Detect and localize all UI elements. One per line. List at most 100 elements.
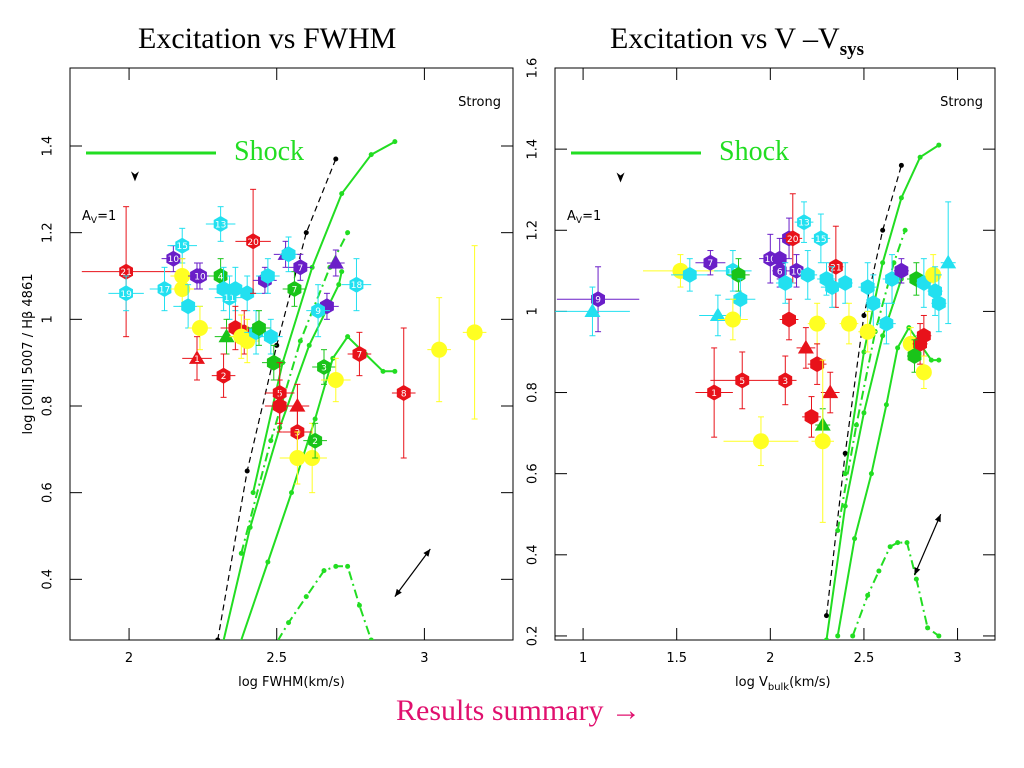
left-point-label: 11: [224, 294, 235, 304]
right-ytick-label: 0.4: [526, 544, 541, 565]
right-data-point: [894, 262, 909, 279]
left-arrowhead-icon: [423, 549, 431, 557]
right-model-vertex: [876, 568, 882, 574]
right-data-point: [709, 307, 726, 322]
right-data-point: [931, 295, 946, 312]
right-data-point: [810, 356, 825, 373]
right-data-point: [809, 315, 826, 332]
right-model-vertex: [917, 154, 923, 160]
right-model-vertex: [853, 422, 859, 428]
right-point-label: 15: [815, 235, 826, 245]
right-data-point: [825, 279, 839, 296]
left-model-vertex: [368, 637, 374, 640]
right-model-vertex: [936, 633, 942, 639]
right-data-point: [782, 311, 796, 328]
left-model-vertex: [303, 230, 309, 236]
right-x-axis-label: log Vbulk(km/s): [735, 675, 831, 693]
left-point-label: 9: [315, 307, 321, 317]
right-ytick-label: 1.2: [526, 220, 541, 241]
left-point-label: 1: [194, 355, 200, 365]
left-av-arrow-icon: [130, 171, 139, 182]
right-point-label: 7: [708, 259, 714, 269]
right-point-label: 6: [777, 267, 783, 277]
left-plot-content: 21191710151013411207718912532378: [81, 139, 487, 651]
right-data-point: [907, 348, 922, 364]
left-point-label: 3: [321, 364, 327, 374]
right-data-point: [916, 327, 931, 344]
right-shock-legend-label: Shock: [719, 136, 789, 167]
left-data-point: [252, 320, 266, 336]
right-plot-content: 97111062010131521153: [555, 142, 957, 640]
left-data-point: [188, 350, 205, 364]
left-data-point: [246, 233, 260, 250]
left-point-label: 15: [177, 242, 188, 252]
left-data-point: [181, 298, 196, 315]
left-point-label: 20: [247, 238, 259, 248]
left-model-vertex: [265, 559, 271, 565]
left-data-point: [266, 354, 281, 371]
right-av-label: AV=1: [567, 209, 601, 226]
right-xtick-label: 3: [953, 651, 961, 666]
left-model-vertex: [333, 563, 339, 569]
left-model-vertex: [392, 368, 398, 374]
right-plot: 1 1.5 2 2.5 3 0.2 0.4 0.6 0.8 1 1.2 1.4 1.6 log Vbulk…: [526, 58, 996, 693]
right-ytick-label: 0.6: [526, 463, 541, 484]
right-data-point: [778, 275, 793, 291]
right-model-vertex: [883, 402, 889, 408]
left-model-vertex: [380, 368, 386, 374]
left-data-point: [240, 285, 255, 302]
left-data-point: [431, 341, 448, 358]
right-data-point: [772, 262, 787, 279]
right-model-line: [836, 229, 907, 531]
right-data-point: [866, 295, 881, 312]
left-data-point: [119, 285, 133, 302]
left-model-vertex: [286, 620, 292, 626]
right-data-point: [591, 291, 605, 308]
right-point-label: 1: [711, 389, 717, 399]
left-model-vertex: [236, 646, 241, 651]
results-summary-link[interactable]: Results summary →: [396, 694, 641, 727]
left-data-point: [396, 385, 411, 401]
right-data-point: [785, 230, 800, 247]
left-point-label: 7: [357, 351, 363, 361]
right-model-vertex: [823, 613, 829, 619]
left-data-point: [281, 246, 296, 263]
right-data-point: [752, 433, 769, 450]
left-data-point: [272, 398, 287, 414]
right-model-vertex: [842, 503, 848, 509]
left-model-vertex: [339, 269, 345, 275]
right-data-point: [860, 279, 875, 296]
right-model-vertex: [925, 625, 931, 631]
left-data-point: [193, 268, 207, 284]
right-model-vertex: [835, 633, 841, 639]
left-model-vertex: [345, 334, 351, 340]
left-ytick-label: 1.2: [41, 222, 56, 243]
right-model-line: [851, 541, 940, 637]
left-model-vertex: [356, 602, 362, 608]
right-model-vertex: [861, 410, 867, 416]
right-model-vertex: [936, 142, 942, 148]
left-point-label: 2: [221, 372, 227, 382]
right-data-point: [584, 303, 601, 318]
right-point-label: 13: [798, 219, 809, 229]
right-model-vertex: [880, 227, 886, 233]
left-point-label: 8: [401, 390, 407, 400]
right-model-vertex: [880, 260, 886, 266]
right-data-point: [840, 315, 857, 332]
left-model-line: [252, 140, 396, 493]
right-data-point: [735, 372, 750, 389]
left-model-vertex: [392, 139, 398, 145]
left-model-vertex: [250, 490, 256, 496]
left-ytick-label: 0.8: [41, 396, 56, 417]
left-point-label: 2: [312, 437, 318, 447]
left-model-line: [240, 335, 395, 640]
left-model-vertex: [289, 490, 294, 496]
left-data-point: [166, 250, 181, 267]
left-data-point: [311, 302, 325, 319]
right-ytick-label: 1: [526, 307, 541, 315]
left-point-label: 10: [168, 255, 180, 265]
right-data-point: [879, 315, 894, 332]
left-point-label: 10: [194, 273, 206, 283]
left-model-vertex: [268, 438, 274, 444]
